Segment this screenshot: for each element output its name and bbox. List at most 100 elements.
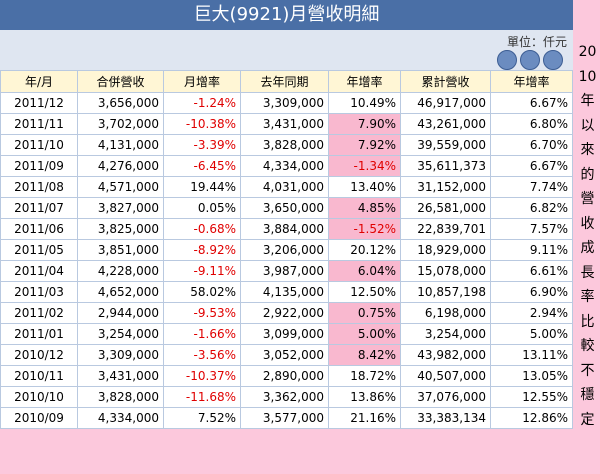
table-cell: 9.11%	[490, 239, 573, 261]
revenue-table: 年/月 合併營收 月增率 去年同期 年增率 累計營收 年增率 2011/12 3,656,00…	[0, 70, 573, 429]
table-cell: 43,261,000	[400, 113, 491, 135]
table-cell: 40,507,000	[400, 365, 491, 387]
table-cell: 13.86%	[328, 386, 401, 408]
side-note-char: 長	[580, 264, 595, 281]
table-cell: 4,334,000	[240, 155, 329, 177]
table-cell: 2011/10	[0, 134, 78, 156]
column-header: 年增率	[328, 70, 401, 93]
table-cell: 2010/09	[0, 407, 78, 429]
column-header: 累計營收	[400, 70, 491, 93]
icon-button[interactable]	[543, 50, 563, 70]
table-row: 2011/05 3,851,000 -8.92% 3,206,000 20.12% 18,…	[0, 239, 573, 261]
table-cell: 13.05%	[490, 365, 573, 387]
toolbar: 單位：仟元	[0, 30, 573, 70]
table-row: 2011/03 4,652,000 58.02% 4,135,000 12.50% 10,…	[0, 281, 573, 303]
table-cell: 6.70%	[490, 134, 573, 156]
table-cell: 6.67%	[490, 155, 573, 177]
side-note-char: 比	[580, 313, 595, 330]
table-cell: 3,431,000	[240, 113, 329, 135]
table-cell: 4,652,000	[77, 281, 164, 303]
table-cell: 7.90%	[328, 113, 401, 135]
header-row: 年/月 合併營收 月增率 去年同期 年增率 累計營收 年增率	[0, 70, 573, 93]
icon-button[interactable]	[520, 50, 540, 70]
side-note-char: 率	[580, 289, 595, 305]
table-cell: 2010/10	[0, 386, 78, 408]
side-note-char: 以	[580, 117, 595, 134]
table-cell: 3,828,000	[240, 134, 329, 156]
table-cell: 2011/09	[0, 155, 78, 177]
table-row: 2010/12 3,309,000 -3.56% 3,052,000 8.42% 43,9…	[0, 344, 573, 366]
table-cell: 2011/04	[0, 260, 78, 282]
table-cell: 22,839,701	[400, 218, 491, 240]
table-cell: 4,135,000	[240, 281, 329, 303]
table-cell: 2011/03	[0, 281, 78, 303]
table-cell: 3,254,000	[77, 323, 164, 345]
table-row: 2011/10 4,131,000 -3.39% 3,828,000 7.92% 39,5…	[0, 134, 573, 156]
table-cell: -6.45%	[163, 155, 241, 177]
side-note-char: 較	[580, 338, 595, 354]
table-cell: 3,254,000	[400, 323, 491, 345]
side-note-char: 定	[580, 411, 595, 428]
table-cell: 6,198,000	[400, 302, 491, 324]
table-row: 2011/01 3,254,000 -1.66% 3,099,000 5.00% 3,25…	[0, 323, 573, 345]
table-cell: 26,581,000	[400, 197, 491, 219]
table-cell: -9.11%	[163, 260, 241, 282]
column-header: 年增率	[490, 70, 573, 93]
table-cell: 3,309,000	[77, 344, 164, 366]
table-row: 2011/08 4,571,000 19.44% 4,031,000 13.40% 31,…	[0, 176, 573, 198]
table-cell: 58.02%	[163, 281, 241, 303]
column-header: 去年同期	[240, 70, 329, 93]
table-row: 2011/04 4,228,000 -9.11% 3,987,000 6.04% 15,0…	[0, 260, 573, 282]
table-cell: 4,334,000	[77, 407, 164, 429]
table-cell: 7.74%	[490, 176, 573, 198]
table-cell: 10,857,198	[400, 281, 491, 303]
table-cell: 5.00%	[490, 323, 573, 345]
table-cell: 3,825,000	[77, 218, 164, 240]
table-cell: 39,559,000	[400, 134, 491, 156]
table-cell: 2010/12	[0, 344, 78, 366]
table-cell: 2011/12	[0, 92, 78, 114]
table-cell: 12.55%	[490, 386, 573, 408]
title-bar: 巨大(9921)月營收明細	[0, 0, 573, 30]
side-note-char: 來	[580, 142, 595, 158]
table-row: 2010/10 3,828,000 -11.68% 3,362,000 13.86% 37…	[0, 386, 573, 408]
table-cell: 4,571,000	[77, 176, 164, 198]
table-cell: 6.67%	[490, 92, 573, 114]
table-cell: -8.92%	[163, 239, 241, 261]
table-cell: 43,982,000	[400, 344, 491, 366]
table-row: 2011/11 3,702,000 -10.38% 3,431,000 7.90% 43,…	[0, 113, 573, 135]
side-note-char: 20	[578, 44, 597, 60]
table-row: 2010/09 4,334,000 7.52% 3,577,000 21.16% 33,3…	[0, 407, 573, 429]
table-cell: 2011/07	[0, 197, 78, 219]
table-cell: 3,828,000	[77, 386, 164, 408]
table-cell: 2010/11	[0, 365, 78, 387]
table-cell: -11.68%	[163, 386, 241, 408]
table-cell: 3,656,000	[77, 92, 164, 114]
table-cell: 0.75%	[328, 302, 401, 324]
side-note-char: 不	[580, 362, 595, 379]
table-cell: 35,611,373	[400, 155, 491, 177]
table-cell: 3,650,000	[240, 197, 329, 219]
table-cell: 6.61%	[490, 260, 573, 282]
table-cell: 8.42%	[328, 344, 401, 366]
table-cell: -9.53%	[163, 302, 241, 324]
table-cell: 3,884,000	[240, 218, 329, 240]
table-row: 2011/09 4,276,000 -6.45% 4,334,000 -1.34% 35,…	[0, 155, 573, 177]
table-cell: 37,076,000	[400, 386, 491, 408]
icon-button[interactable]	[497, 50, 517, 70]
table-cell: 3,431,000	[77, 365, 164, 387]
table-row: 2010/11 3,431,000 -10.37% 2,890,000 18.72% 40…	[0, 365, 573, 387]
table-cell: 2,890,000	[240, 365, 329, 387]
table-cell: -10.38%	[163, 113, 241, 135]
table-cell: 2011/02	[0, 302, 78, 324]
table-cell: 13.11%	[490, 344, 573, 366]
table-cell: 3,309,000	[240, 92, 329, 114]
table-cell: 4,131,000	[77, 134, 164, 156]
side-note: 20 10 年以來的營收成長率比較不穩定	[575, 40, 600, 432]
table-cell: 46,917,000	[400, 92, 491, 114]
table-cell: 12.50%	[328, 281, 401, 303]
table-cell: 0.05%	[163, 197, 241, 219]
table-cell: 3,577,000	[240, 407, 329, 429]
table-cell: 3,206,000	[240, 239, 329, 261]
